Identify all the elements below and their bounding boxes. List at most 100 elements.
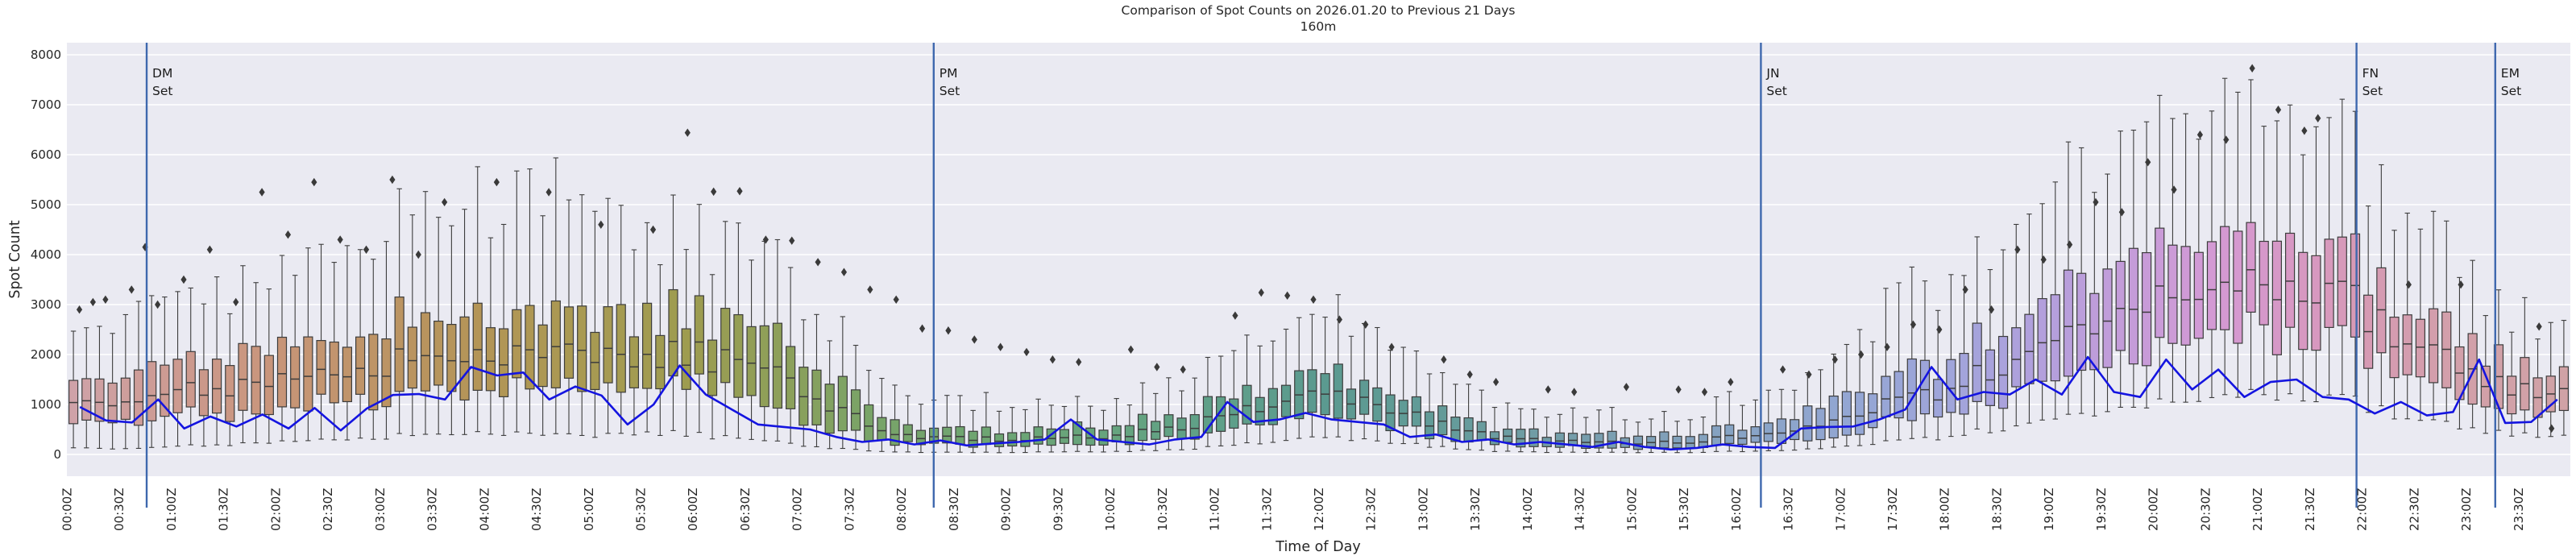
x-tick-label: 14:30Z (1573, 487, 1587, 531)
outlier-marker (1180, 365, 1186, 374)
box (472, 302, 483, 391)
box (1750, 426, 1761, 443)
box (172, 359, 183, 413)
box (2063, 269, 2074, 377)
box (1959, 352, 1969, 415)
x-axis-label: Time of Day (1275, 539, 1360, 555)
outlier-marker (2315, 114, 2321, 122)
box (1828, 395, 1839, 439)
y-tick-label: 0 (53, 447, 61, 462)
box (1463, 417, 1474, 443)
box (1164, 414, 1174, 438)
box (1476, 421, 1487, 442)
box (2428, 308, 2439, 384)
box (276, 336, 288, 408)
outlier-marker (1936, 325, 1943, 334)
x-tick-label: 14:00Z (1520, 487, 1535, 531)
x-tick-label: 19:30Z (2094, 487, 2109, 531)
box (968, 430, 978, 448)
x-tick-label: 17:30Z (1885, 487, 1900, 531)
outlier-marker (1884, 342, 1890, 351)
outlier-markers (76, 64, 2555, 433)
outlier-marker (1388, 342, 1395, 351)
box (1411, 396, 1421, 427)
box (759, 325, 769, 408)
box (316, 340, 326, 395)
y-tick-label: 7000 (31, 97, 61, 112)
y-tick-label: 8000 (31, 48, 61, 62)
x-tick-label: 06:00Z (686, 487, 700, 531)
x-tick-label: 19:00Z (2042, 487, 2056, 531)
box (1450, 417, 1461, 442)
outlier-marker (736, 187, 743, 196)
box (2167, 244, 2178, 344)
y-tick-label: 2000 (31, 347, 61, 362)
box (746, 326, 757, 396)
outlier-marker (2093, 197, 2099, 207)
box (890, 419, 900, 446)
outlier-marker (128, 285, 135, 294)
y-tick-label: 4000 (31, 247, 61, 262)
box (1933, 379, 1943, 418)
outlier-marker (1336, 315, 1342, 324)
outlier-marker (2171, 185, 2177, 194)
box (2220, 226, 2230, 330)
x-tick-label: 07:00Z (790, 487, 805, 531)
outlier-marker (2405, 280, 2412, 289)
box (550, 300, 561, 388)
gridlines (67, 54, 2570, 455)
box (1854, 392, 1865, 435)
box (955, 425, 965, 445)
box (864, 404, 874, 442)
x-tick-label: 09:00Z (999, 487, 1014, 531)
outlier-marker (1988, 305, 1995, 314)
outlier-marker (971, 335, 977, 344)
x-tick-label: 21:30Z (2303, 487, 2317, 531)
box (2141, 251, 2152, 367)
box (2024, 313, 2035, 384)
box (1711, 425, 1722, 446)
box (1763, 422, 1773, 442)
box (94, 378, 105, 422)
box (942, 426, 952, 444)
outlier-marker (1701, 388, 1708, 396)
y-tick-label: 3000 (31, 297, 61, 312)
outlier-marker (1258, 288, 1264, 297)
box (537, 324, 548, 388)
outlier-marker (284, 230, 292, 239)
x-tick-label: 15:30Z (1677, 487, 1691, 531)
x-tick-label: 23:00Z (2459, 487, 2474, 531)
current-day-line-group (79, 355, 2558, 451)
box (2402, 314, 2412, 375)
box (902, 424, 913, 442)
outlier-marker (598, 220, 604, 229)
outlier-marker (945, 326, 952, 335)
box (160, 364, 170, 417)
x-tick-label: 18:30Z (1989, 487, 2004, 531)
box (2076, 272, 2087, 371)
x-tick-label: 08:30Z (947, 487, 961, 531)
box (1189, 413, 1200, 440)
box (877, 417, 887, 441)
outlier-marker (684, 128, 691, 137)
x-tick-labels: 00:00Z 00:30Z 01:00Z 01:30Z 02:00Z 02:30Z 03:0… (60, 487, 2526, 531)
box (733, 313, 744, 398)
box (981, 426, 991, 446)
outlier-marker (389, 175, 396, 185)
box (211, 359, 222, 414)
outlier-marker (2196, 131, 2204, 139)
x-tick-label: 11:30Z (1259, 487, 1274, 531)
outlier-marker (1232, 311, 1238, 320)
box (563, 306, 575, 379)
x-tick-label: 11:00Z (1208, 487, 1222, 531)
box (1033, 426, 1043, 445)
outlier-marker (493, 177, 500, 187)
outlier-marker (762, 235, 769, 244)
box (238, 342, 248, 411)
x-tick-label: 07:30Z (842, 487, 857, 531)
box (850, 389, 861, 431)
box (1072, 421, 1083, 446)
box (499, 328, 509, 398)
box (668, 288, 678, 377)
outlier-marker (1962, 285, 1968, 294)
